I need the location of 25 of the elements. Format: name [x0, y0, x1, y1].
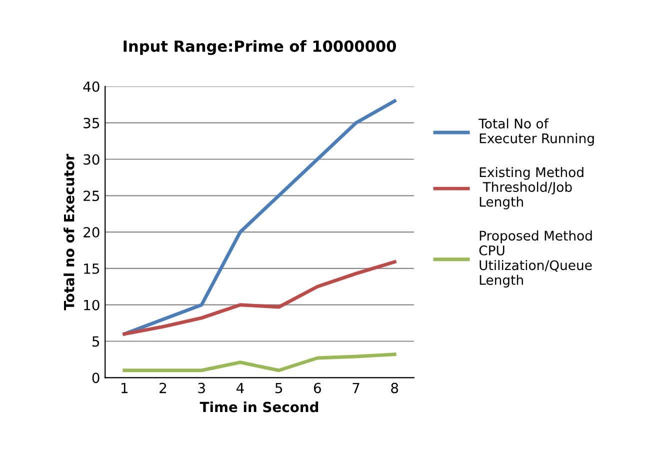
- legend-label: Total No of Executer Running: [478, 118, 594, 146]
- x-tick-label: 1: [122, 382, 128, 394]
- y-tick-label: 35: [84, 118, 100, 128]
- line-series: [122, 352, 396, 372]
- x-axis-title: Time in Second: [200, 402, 318, 412]
- y-tick-label: 15: [84, 264, 100, 274]
- y-tick-label: 10: [84, 300, 100, 310]
- x-tick-label: 4: [236, 382, 244, 394]
- y-tick-label: 30: [84, 154, 100, 165]
- x-tick-label: 3: [198, 382, 205, 394]
- legend-label: Proposed Method CPU Utilization/Queue Length: [479, 230, 592, 288]
- x-tick-label: 5: [275, 382, 282, 394]
- y-tick-label: 0: [92, 372, 100, 384]
- x-tick-label: 2: [160, 382, 166, 394]
- y-tick-label: 40: [83, 81, 100, 92]
- x-tick-label: 8: [391, 382, 398, 394]
- y-tick-label: 5: [92, 336, 100, 347]
- x-tick-label: 6: [314, 382, 321, 394]
- x-tick-label: 7: [352, 382, 360, 394]
- chart-title: Input Range:Prime of 10000000: [124, 40, 396, 56]
- y-tick-label: 20: [84, 227, 100, 238]
- y-tick-label: 25: [84, 190, 100, 202]
- y-axis-title: Total no of Executor: [64, 154, 74, 310]
- line-series: [122, 260, 396, 336]
- legend-label: Existing Method Threshold/Job Length: [480, 166, 584, 210]
